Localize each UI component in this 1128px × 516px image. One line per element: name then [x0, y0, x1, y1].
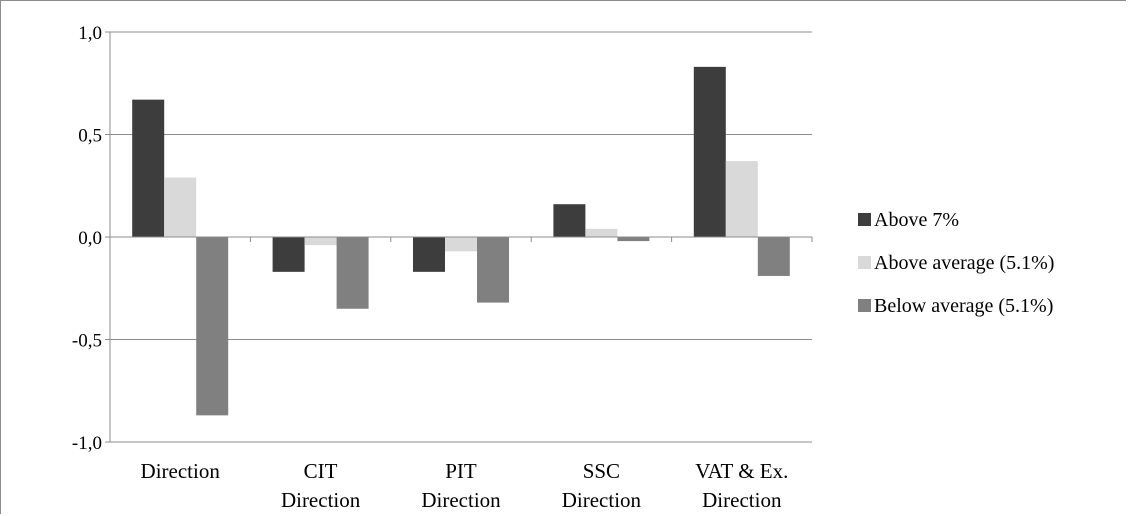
bar — [553, 204, 586, 237]
bar — [445, 237, 477, 252]
bar — [617, 237, 650, 242]
x-tick-label: Direction — [141, 459, 221, 483]
x-tick-label: Direction — [562, 488, 642, 512]
legend-label: Below average (5.1%) — [874, 295, 1053, 317]
legend-label: Above average (5.1%) — [874, 252, 1054, 274]
legend-swatch — [858, 299, 871, 312]
bar — [725, 161, 758, 237]
x-tick-label: Direction — [421, 488, 501, 512]
bar — [336, 237, 369, 309]
bar — [585, 228, 618, 237]
bar — [693, 66, 726, 237]
bar — [196, 237, 229, 416]
y-tick-label: 1,0 — [78, 23, 102, 44]
x-tick-label: PIT — [445, 459, 477, 483]
legend: Above 7% Above average (5.1%) Below averag… — [858, 209, 1054, 317]
x-tick-labels: Direction CIT Direction PIT Direction SSC Dire… — [141, 459, 789, 512]
x-tick-label: CIT — [304, 459, 338, 483]
legend-swatch — [858, 256, 871, 269]
legend-label: Above 7% — [874, 209, 959, 231]
bar — [304, 237, 337, 246]
y-tick-label: -1,0 — [72, 433, 102, 454]
y-tick-label: -0,5 — [72, 331, 102, 352]
x-tick-label: VAT & Ex. — [695, 459, 788, 483]
y-tick-label: 0,0 — [78, 228, 102, 249]
x-tick-label: SSC — [583, 459, 620, 483]
bar — [164, 177, 197, 237]
x-tick-label: Direction — [281, 488, 361, 512]
bar — [757, 237, 790, 276]
bar — [132, 99, 165, 238]
y-tick-labels: 1,0 0,5 0,0 -0,5 -1,0 — [72, 23, 102, 454]
legend-swatch — [858, 213, 871, 226]
bar — [413, 237, 445, 272]
bar — [272, 237, 305, 272]
y-tick-label: 0,5 — [78, 126, 102, 147]
x-tick-label: Direction — [702, 488, 782, 512]
bars — [132, 66, 790, 416]
axes — [105, 31, 813, 443]
bar — [477, 237, 509, 303]
